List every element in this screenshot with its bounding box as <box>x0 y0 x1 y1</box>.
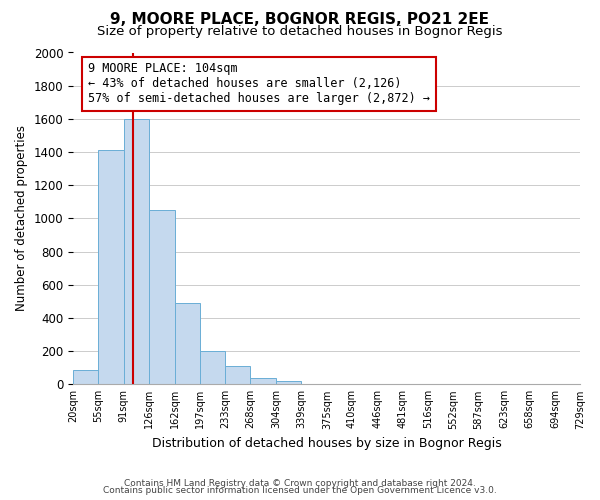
Text: Size of property relative to detached houses in Bognor Regis: Size of property relative to detached ho… <box>97 25 503 38</box>
Bar <box>226 366 250 384</box>
Bar <box>98 150 124 384</box>
Text: Contains public sector information licensed under the Open Government Licence v3: Contains public sector information licen… <box>103 486 497 495</box>
Bar <box>124 119 149 384</box>
Text: 9, MOORE PLACE, BOGNOR REGIS, PO21 2EE: 9, MOORE PLACE, BOGNOR REGIS, PO21 2EE <box>110 12 490 28</box>
Bar <box>149 210 175 384</box>
Text: Contains HM Land Registry data © Crown copyright and database right 2024.: Contains HM Land Registry data © Crown c… <box>124 478 476 488</box>
Bar <box>276 381 301 384</box>
Y-axis label: Number of detached properties: Number of detached properties <box>15 126 28 312</box>
Bar <box>175 303 200 384</box>
Bar <box>200 351 226 384</box>
Text: 9 MOORE PLACE: 104sqm
← 43% of detached houses are smaller (2,126)
57% of semi-d: 9 MOORE PLACE: 104sqm ← 43% of detached … <box>88 62 430 106</box>
Bar <box>73 370 98 384</box>
Bar <box>250 378 276 384</box>
X-axis label: Distribution of detached houses by size in Bognor Regis: Distribution of detached houses by size … <box>152 437 502 450</box>
